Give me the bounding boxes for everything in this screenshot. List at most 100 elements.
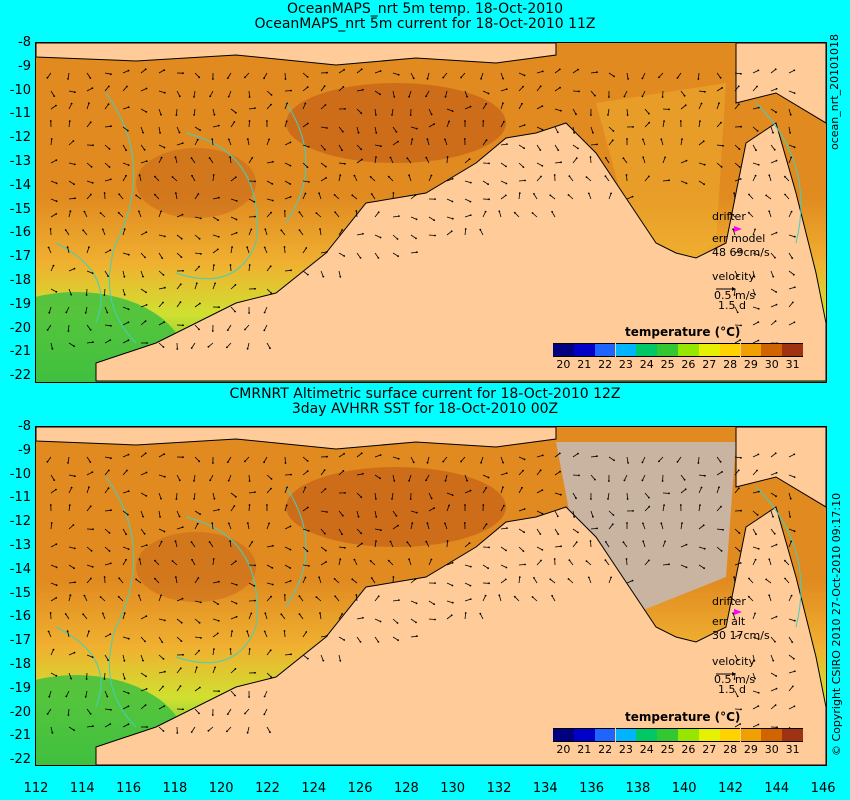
drifter-marker (734, 226, 742, 232)
colorbar-tick-label: 23 (618, 743, 633, 756)
warm-eddy (136, 148, 256, 218)
x-tick-label: 136 (579, 781, 604, 796)
y-tick-label: -21 (9, 728, 31, 744)
y-tick-label: -22 (9, 752, 31, 768)
y-tick-label: -11 (9, 106, 31, 122)
colorbar-swatch (698, 343, 720, 357)
x-tick-label: 126 (347, 781, 373, 796)
y-tick-label: -13 (9, 538, 31, 553)
top-map-panel (35, 42, 827, 383)
colorbar-tick-label: 26 (681, 358, 696, 371)
colorbar-swatch (678, 728, 699, 742)
x-tick-label: 132 (486, 781, 512, 796)
contour-line (55, 242, 102, 324)
colorbar-swatch (782, 728, 803, 742)
y-tick-label: -14 (9, 561, 31, 577)
x-tick-label: 118 (162, 781, 188, 796)
x-tick-label: 140 (671, 781, 697, 796)
y-tick-label: -11 (9, 490, 31, 506)
bottom-err-value: 30 17cm/s (712, 629, 770, 642)
warm-core (286, 467, 506, 547)
drifter-marker (734, 609, 742, 615)
colorbar-swatch (740, 343, 762, 357)
contour-line (175, 132, 258, 280)
bottom-err-label: err alt (712, 615, 746, 628)
colorbar-tick-label: 21 (577, 358, 592, 371)
colorbar-tick-label: 31 (785, 743, 800, 756)
australia-landmass (95, 506, 826, 765)
current-vectors (46, 68, 796, 350)
contour-line (55, 626, 102, 708)
velocity-arrowhead (732, 672, 736, 676)
colorbar-tick-label: 27 (702, 358, 717, 371)
colorbar-swatch (657, 728, 678, 742)
contour-line (105, 92, 137, 344)
bottom-title-line1: CMRNRT Altimetric surface current for 18… (229, 386, 621, 402)
colorbar-swatch (615, 343, 637, 357)
colorbar-swatch (761, 728, 783, 742)
x-tick-label: 120 (208, 781, 234, 796)
colorbar-tick-label: 25 (660, 358, 675, 371)
colorbar-swatch (636, 343, 658, 357)
colorbar-tick-label: 22 (598, 358, 613, 371)
warm-eddy (136, 532, 256, 602)
top-speed-label: 0.5 m/s (714, 289, 756, 302)
contour-line (285, 486, 307, 608)
top-title-line2: OceanMAPS_nrt 5m current for 18-Oct-2010… (254, 16, 596, 32)
contour-line (285, 102, 307, 224)
bottom-colorbar-title: temperature (°C) (625, 710, 741, 724)
colorbar-tick-label: 30 (764, 358, 779, 371)
colorbar-tick-label: 30 (764, 743, 779, 756)
y-tick-label: -8 (18, 419, 31, 434)
colorbar-swatch (678, 343, 699, 357)
colorbar-swatch (594, 728, 616, 742)
x-tick-label: 142 (718, 781, 743, 796)
top-side-label: ocean_nrt_20101018 (828, 33, 841, 150)
warm-core (286, 83, 506, 163)
gulf-water (596, 83, 726, 263)
colorbar-swatch (553, 728, 574, 742)
contour-line (105, 476, 137, 728)
top-velocity-label: velocity (712, 270, 755, 283)
y-tick-label: -9 (18, 442, 31, 458)
colorbar-tick-label: 21 (577, 743, 592, 756)
australia-landmass (95, 122, 826, 382)
y-tick-label: -21 (9, 344, 31, 360)
contour-line (175, 516, 258, 664)
y-tick-label: -19 (9, 296, 31, 312)
x-tick-label: 116 (116, 781, 141, 796)
y-tick-label: -10 (9, 82, 31, 98)
x-tick-label: 122 (255, 781, 280, 796)
y-tick-label: -19 (9, 680, 31, 696)
bottom-speed-label: 0.5 m/s (714, 673, 756, 686)
y-tick-label: -22 (9, 368, 31, 384)
colorbar-tick-label: 27 (702, 743, 717, 756)
top-days-label: 1.5 d (718, 299, 746, 312)
colorbar-swatch (719, 343, 741, 357)
colorbar-swatch (615, 728, 637, 742)
indonesian-islands (36, 427, 557, 450)
colorbar-tick-label: 28 (723, 743, 738, 756)
x-tick-label: 124 (301, 781, 327, 796)
contour-line (755, 486, 802, 628)
y-tick-label: -16 (9, 225, 31, 241)
new-guinea-landmass (735, 43, 826, 124)
y-tick-label: -14 (9, 177, 31, 193)
top-drifter-label: drifter (712, 210, 746, 223)
y-tick-label: -12 (9, 514, 31, 530)
bottom-velocity-label: velocity (712, 655, 755, 668)
colorbar-tick-label: 20 (556, 743, 571, 756)
top-err-value: 48 69cm/s (712, 246, 770, 259)
colorbar-swatch (573, 728, 595, 742)
x-tick-label: 146 (810, 781, 836, 796)
y-tick-label: -12 (9, 130, 31, 146)
y-tick-label: -8 (18, 35, 31, 50)
colorbar-tick-label: 23 (618, 358, 633, 371)
colorbar-tick-label: 29 (743, 358, 758, 371)
y-tick-label: -17 (9, 633, 31, 649)
indonesian-islands (36, 43, 557, 66)
bottom-side-label: © Copyright CSIRO 2010 27-Oct-2010 09:17… (830, 492, 843, 756)
y-tick-label: -18 (9, 273, 31, 288)
colorbar-swatch (740, 728, 762, 742)
bottom-map-svg (36, 427, 826, 765)
